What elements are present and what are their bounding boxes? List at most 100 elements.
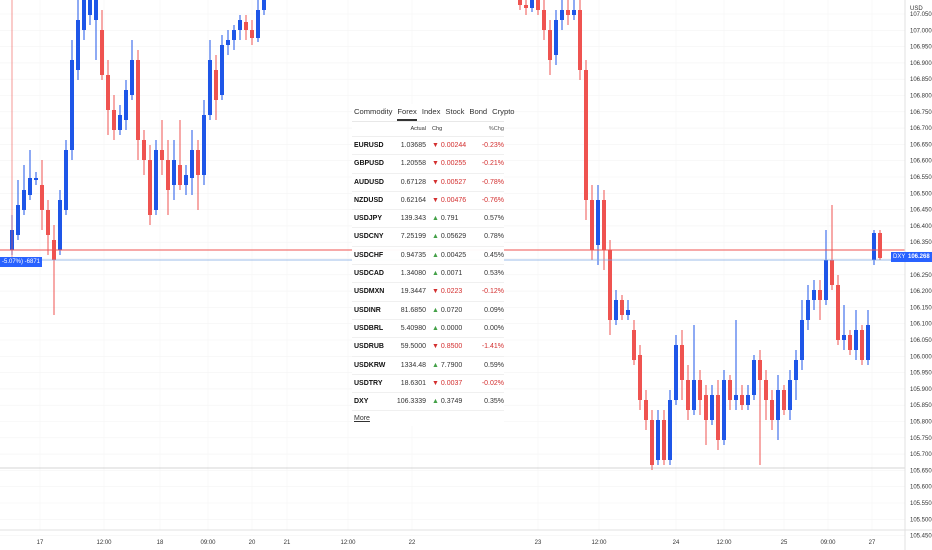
price-tick-label: 106.900 <box>910 61 932 67</box>
row-actual: 1.20558 <box>400 160 426 168</box>
price-tick-label: 106.000 <box>910 354 932 360</box>
time-tick-label: 20 <box>249 540 256 546</box>
row-change-value: 0.00244 <box>440 142 467 149</box>
watchlist-row[interactable]: USDRUB 59.5000 ▼ 0.8500 -1.41% <box>352 338 504 357</box>
more-link[interactable]: More <box>354 415 370 423</box>
candle-body <box>794 360 798 380</box>
candle-body <box>782 390 786 410</box>
triangle-up-icon: ▲ <box>432 361 439 369</box>
row-actual: 59.5000 <box>400 343 426 351</box>
price-tick-label: 106.800 <box>910 94 932 100</box>
candle-body <box>848 335 852 350</box>
candle-body <box>94 0 98 20</box>
candle-body <box>878 233 882 258</box>
watchlist-row[interactable]: USDCNY 7.25199 ▲ 0.05629 0.78% <box>352 228 504 247</box>
tab-stock[interactable]: Stock <box>445 107 465 116</box>
watchlist-row[interactable]: GBPUSD 1.20558 ▼ 0.00255 -0.21% <box>352 155 504 174</box>
candle-body <box>100 30 104 75</box>
watchlist-row[interactable]: AUDUSD 0.67128 ▼ 0.00527 -0.78% <box>352 174 504 192</box>
tab-crypto[interactable]: Crypto <box>492 107 515 116</box>
triangle-up-icon: ▲ <box>432 398 439 406</box>
row-actual: 0.62164 <box>400 196 426 204</box>
row-symbol: USDCNY <box>354 233 384 241</box>
triangle-up-icon: ▲ <box>432 215 439 223</box>
candle-body <box>154 150 158 210</box>
watchlist-row[interactable]: USDCAD 1.34080 ▲ 0.0071 0.53% <box>352 265 504 284</box>
row-actual: 106.3339 <box>396 398 427 406</box>
row-pct-change: 0.59% <box>484 361 504 369</box>
candle-body <box>202 115 206 175</box>
watchlist-row[interactable]: USDCHF 0.94735 ▲ 0.00425 0.45% <box>352 247 504 266</box>
price-tick-label: 106.050 <box>910 338 932 344</box>
tab-bond[interactable]: Bond <box>469 107 488 116</box>
row-change: ▲ 0.05629 <box>426 228 481 245</box>
candle-body <box>764 380 768 400</box>
tab-index[interactable]: Index <box>421 107 441 116</box>
candle-body <box>854 330 858 350</box>
row-pct-change: -0.76% <box>481 196 504 204</box>
row-symbol: NZDUSD <box>354 196 384 204</box>
watchlist-row[interactable]: USDJPY 139.343 ▲ 0.791 0.57% <box>352 210 504 229</box>
row-actual: 7.25199 <box>400 233 426 241</box>
watchlist-row[interactable]: EURUSD 1.03685 ▼ 0.00244 -0.23% <box>352 137 504 156</box>
watchlist-row[interactable]: USDINR 81.6850 ▲ 0.0720 0.09% <box>352 302 504 320</box>
watchlist-row[interactable]: DXY 106.3339 ▲ 0.3749 0.35% <box>352 393 504 412</box>
triangle-down-icon: ▼ <box>432 379 439 387</box>
triangle-up-icon: ▲ <box>432 233 439 241</box>
candle-body <box>716 395 720 440</box>
candle-body <box>758 360 762 380</box>
candle-body <box>812 290 816 300</box>
row-symbol: USDJPY <box>354 215 383 223</box>
tab-commodity[interactable]: Commodity <box>354 107 393 116</box>
watchlist-row[interactable]: USDBRL 5.40980 ▲ 0.0000 0.00% <box>352 320 504 339</box>
candlestick-series <box>10 0 882 470</box>
candle-body <box>572 10 576 15</box>
candle-body <box>734 395 738 400</box>
row-change: ▼ 0.00244 <box>426 137 481 154</box>
price-tick-label: 106.650 <box>910 142 932 148</box>
candle-body <box>830 260 834 285</box>
watchlist-row[interactable]: USDTRY 18.6301 ▼ 0.0037 -0.02% <box>352 375 504 394</box>
row-change-value: 0.00255 <box>440 160 467 168</box>
time-tick-label: 25 <box>781 540 788 546</box>
candle-body <box>16 205 20 235</box>
candle-body <box>518 0 522 5</box>
row-change: ▲ 0.3749 <box>426 393 481 410</box>
tab-forex[interactable]: Forex <box>397 104 417 121</box>
price-tick-label: 105.500 <box>910 517 932 523</box>
candle-body <box>680 345 684 380</box>
row-change: ▲ 0.00425 <box>426 247 481 264</box>
row-symbol: GBPUSD <box>354 160 384 168</box>
candle-body <box>674 345 678 400</box>
row-pct-change: -0.21% <box>481 160 504 168</box>
row-actual: 5.40980 <box>400 324 426 332</box>
row-change: ▼ 0.00255 <box>426 155 481 172</box>
price-tick-label: 106.850 <box>910 77 932 83</box>
watchlist-row[interactable]: USDKRW 1334.48 ▲ 7.7900 0.59% <box>352 357 504 375</box>
watchlist-row[interactable]: NZDUSD 0.62164 ▼ 0.00476 -0.76% <box>352 192 504 211</box>
symbol-header <box>352 122 397 136</box>
row-change: ▼ 0.8500 <box>426 338 481 355</box>
row-symbol: EURUSD <box>354 142 384 149</box>
chg-header: Chg <box>432 126 443 132</box>
time-tick-label: 27 <box>869 540 876 546</box>
row-actual: 1.34080 <box>400 270 426 278</box>
price-tick-label: 106.550 <box>910 175 932 181</box>
watchlist-row[interactable]: USDMXN 19.3447 ▼ 0.0223 -0.12% <box>352 283 504 302</box>
candle-body <box>172 160 176 185</box>
candle-body <box>656 420 660 460</box>
time-tick-label: 12:00 <box>340 540 356 546</box>
candle-body <box>578 10 582 70</box>
price-axis-bg <box>905 0 932 530</box>
candle-body <box>136 60 140 140</box>
row-symbol: AUDUSD <box>354 178 384 186</box>
triangle-down-icon: ▼ <box>432 196 439 204</box>
candle-body <box>752 360 756 395</box>
row-change-value: 0.0071 <box>440 270 463 278</box>
candle-body <box>524 5 528 8</box>
row-actual: 1334.48 <box>400 361 426 369</box>
row-symbol: USDTRY <box>354 379 383 387</box>
triangle-up-icon: ▲ <box>432 251 439 259</box>
candle-body <box>842 335 846 340</box>
row-symbol: USDCAD <box>354 270 384 278</box>
